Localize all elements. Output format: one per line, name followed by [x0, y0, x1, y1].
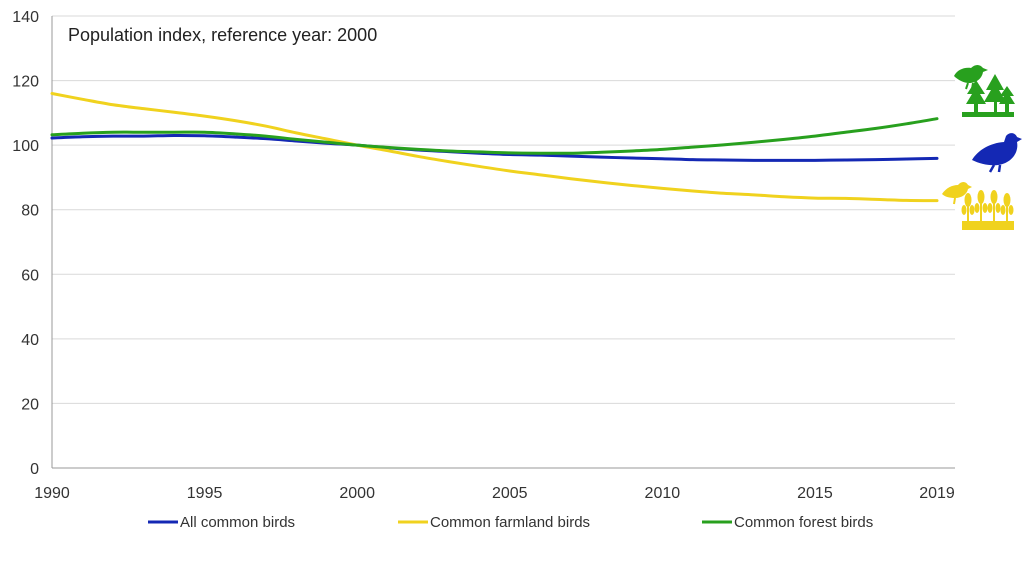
y-tick-label: 120 — [12, 74, 39, 91]
x-tick-label: 1990 — [34, 485, 70, 502]
legend-label-common-forest-birds: Common forest birds — [734, 514, 873, 531]
legend-label-common-farmland-birds: Common farmland birds — [430, 514, 590, 531]
y-tick-label: 40 — [21, 332, 39, 349]
series-lines — [50, 91, 939, 203]
x-tick-label: 2019 — [919, 485, 955, 502]
y-tick-label: 100 — [12, 138, 39, 155]
y-tick-label: 140 — [12, 9, 39, 26]
legend-label-all-common-birds: All common birds — [180, 514, 295, 531]
y-tick-label: 80 — [21, 203, 39, 220]
forest-bird-trees-icon — [954, 65, 1015, 117]
axes — [51, 16, 955, 469]
series-line-all-common-birds — [50, 133, 939, 162]
x-tick-label: 2015 — [797, 485, 833, 502]
y-tick-label: 60 — [21, 267, 39, 284]
x-tick-labels: 1990 1995 2000 2005 2010 2015 2019 — [34, 485, 955, 502]
x-tick-label: 2010 — [645, 485, 681, 502]
x-tick-label: 2005 — [492, 485, 528, 502]
series-line-common-farmland-birds — [50, 91, 939, 203]
series-line-common-forest-birds — [50, 117, 939, 155]
chart-title: Population index, reference year: 2000 — [68, 25, 377, 45]
gridlines — [52, 15, 955, 404]
blue-bird-icon — [972, 133, 1022, 173]
legend: All common birds Common farmland birds Com… — [148, 514, 873, 531]
y-tick-label: 0 — [30, 461, 39, 478]
y-tick-label: 20 — [21, 396, 39, 413]
farmland-bird-wheat-icon — [942, 182, 1014, 230]
x-tick-label: 2000 — [339, 485, 375, 502]
y-tick-labels: 0 20 40 60 80 100 120 140 — [12, 9, 39, 478]
x-tick-label: 1995 — [187, 485, 223, 502]
